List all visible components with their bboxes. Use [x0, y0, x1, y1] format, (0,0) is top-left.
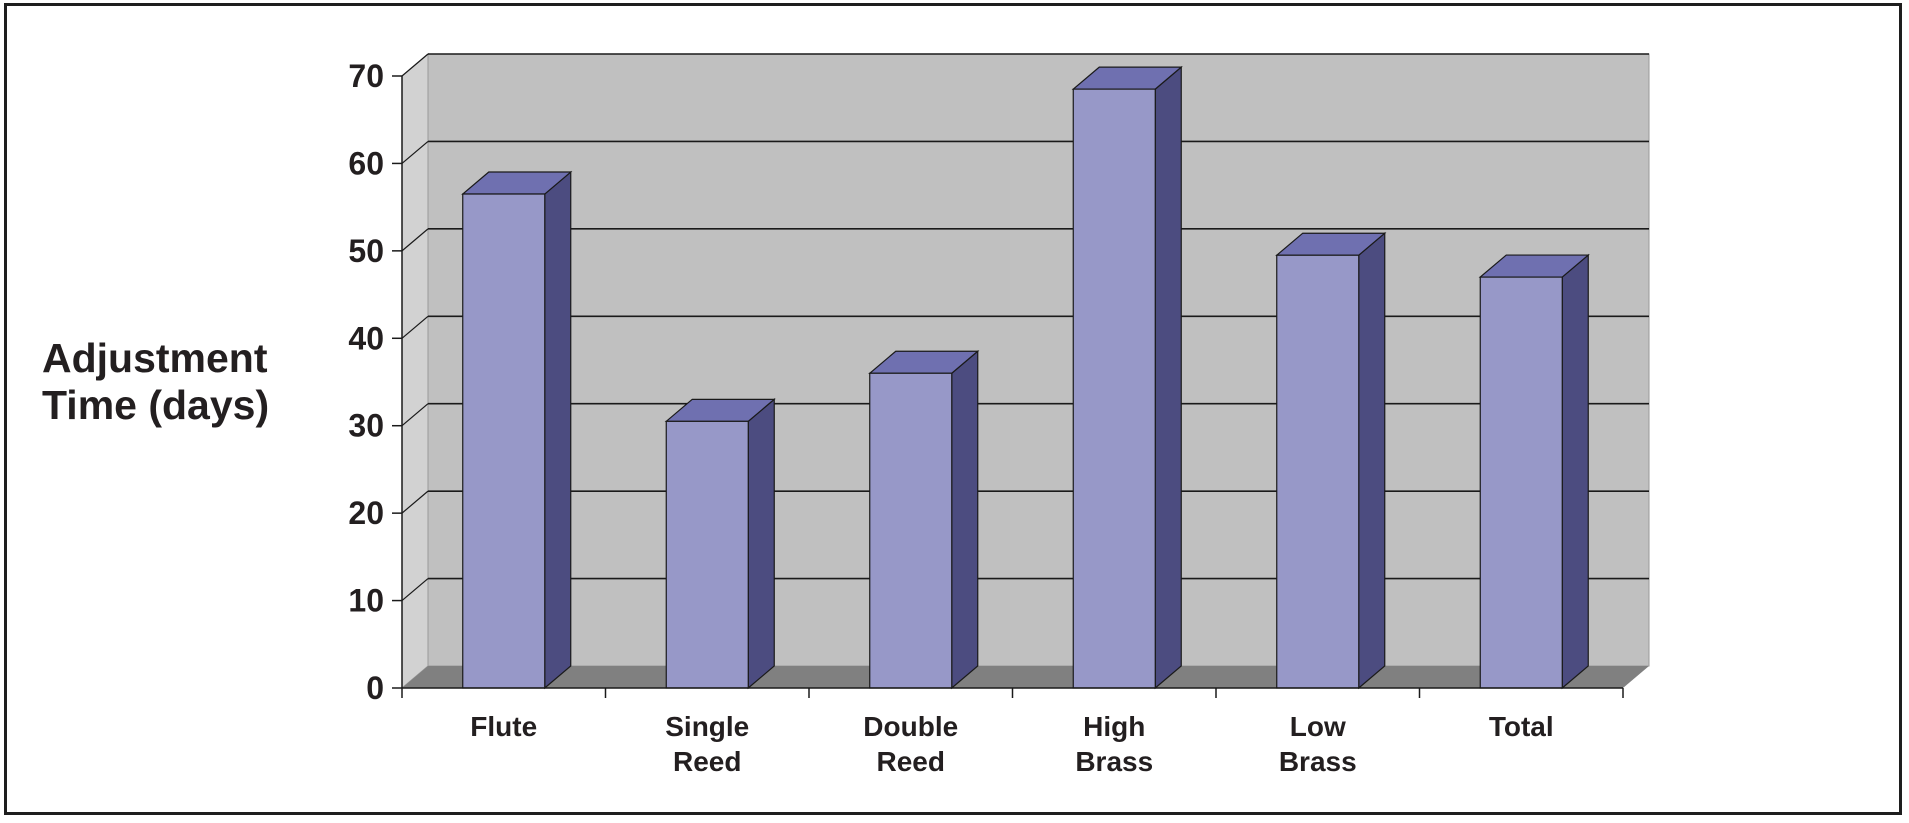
gridline-side: [401, 403, 429, 427]
y-axis-label: Adjustment Time (days): [42, 335, 269, 428]
y-tick-label: 50: [348, 233, 384, 269]
bar-front: [1479, 276, 1563, 689]
x-tick-label-line: Double: [863, 711, 958, 742]
y-axis-title-line: Time (days): [42, 382, 269, 428]
x-tick-label-line: Total: [1489, 711, 1554, 742]
axes: [392, 75, 1624, 698]
bar-front: [1276, 254, 1360, 689]
bar-side: [1358, 231, 1386, 690]
gridline-side: [401, 140, 429, 164]
gridline-side: [401, 228, 429, 252]
bar-front: [462, 193, 546, 689]
x-tick-label: High Brass: [1075, 711, 1153, 777]
y-tick-label: 10: [348, 583, 384, 619]
y-tick-label: 20: [348, 495, 384, 531]
bar-side: [1561, 253, 1589, 690]
bar-side: [951, 349, 979, 690]
x-tick-label-line: High: [1083, 711, 1145, 742]
x-tick-label: Total: [1489, 711, 1554, 742]
y-tick-label: 30: [348, 408, 384, 444]
chart-walls: [401, 52, 1650, 690]
y-tick-label: 40: [348, 320, 384, 356]
bar: [1478, 253, 1590, 690]
back-wall: [427, 53, 1650, 667]
x-tick-label-line: Brass: [1279, 746, 1357, 777]
bar-side: [1154, 65, 1182, 690]
x-tick-label-line: Brass: [1075, 746, 1153, 777]
bars: [461, 65, 1590, 690]
bar-side: [747, 398, 775, 690]
gridline-side: [401, 490, 429, 514]
gridline-side: [401, 315, 429, 339]
y-tick-label: 0: [366, 670, 384, 706]
x-tick-label-line: Low: [1290, 711, 1346, 742]
y-tick-label: 70: [348, 58, 384, 94]
y-axis-title: Adjustment Time (days): [42, 335, 269, 428]
x-tick-label-line: Flute: [470, 711, 537, 742]
bar-front: [1072, 88, 1156, 689]
gridlines: [401, 53, 1649, 602]
x-tick-label-line: Reed: [673, 746, 741, 777]
x-tick-labels: Flute Single Reed Double Reed High Brass Low Bra…: [470, 711, 1553, 777]
x-tick-label-line: Single: [665, 711, 749, 742]
x-tick-label: Double Reed: [863, 711, 958, 777]
bar: [1275, 231, 1387, 690]
y-tick-label: 60: [348, 145, 384, 181]
side-wall: [401, 52, 429, 690]
floor: [402, 666, 1649, 688]
bar-side: [544, 170, 572, 690]
bar: [664, 398, 776, 690]
x-tick-label: Flute: [470, 711, 537, 742]
gridline-side: [401, 53, 429, 77]
x-tick-label: Low Brass: [1279, 711, 1357, 777]
y-axis-title-line: Adjustment: [42, 335, 268, 381]
bar: [1071, 65, 1183, 690]
bar-front: [869, 372, 953, 689]
x-tick-label-line: Reed: [877, 746, 945, 777]
y-tick-labels: 0 10 20 30 40 50 60 70: [348, 58, 384, 706]
gridline-side: [401, 578, 429, 602]
bar: [868, 349, 980, 690]
bar: [461, 170, 573, 690]
bar-front: [665, 420, 749, 689]
x-tick-label: Single Reed: [665, 711, 749, 777]
